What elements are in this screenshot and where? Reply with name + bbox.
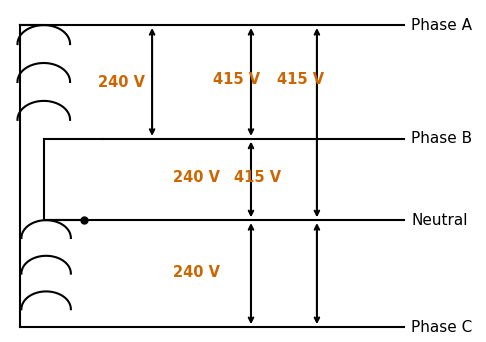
Text: 240 V: 240 V xyxy=(98,75,145,90)
Text: 240 V: 240 V xyxy=(174,170,220,185)
Text: Phase C: Phase C xyxy=(411,319,472,334)
Text: Phase A: Phase A xyxy=(411,18,472,32)
Text: Neutral: Neutral xyxy=(411,213,468,228)
Text: 240 V: 240 V xyxy=(174,265,220,280)
Text: 415 V: 415 V xyxy=(277,72,324,87)
Text: 415 V: 415 V xyxy=(213,72,260,87)
Text: Phase B: Phase B xyxy=(411,131,472,146)
Text: 415 V: 415 V xyxy=(234,170,281,185)
